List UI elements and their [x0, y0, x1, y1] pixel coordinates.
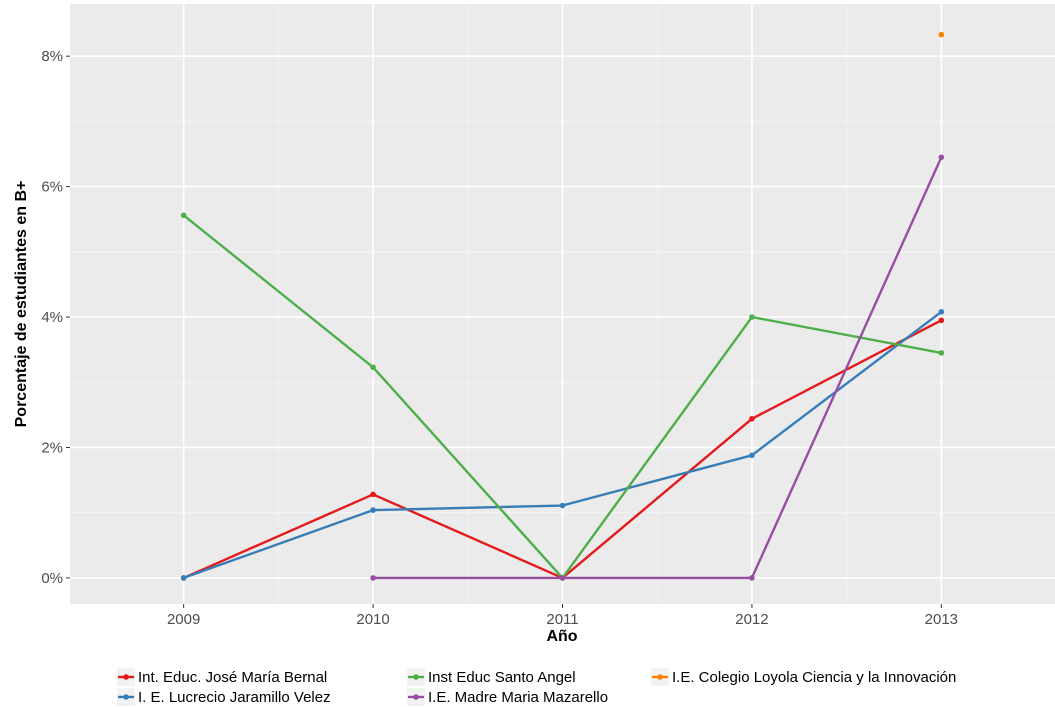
data-point — [370, 507, 376, 513]
data-point — [749, 415, 755, 422]
legend-item: I. E. Lucrecio Jaramillo Velez — [117, 688, 331, 706]
x-axis-title: Año — [546, 628, 577, 645]
legend-item: Inst Educ Santo Angel — [407, 668, 576, 686]
data-point — [938, 309, 945, 315]
legend-item: I.E. Colegio Loyola Ciencia y la Innovac… — [651, 668, 956, 686]
legend-key-point — [123, 674, 129, 680]
data-point — [180, 575, 187, 581]
legend-key-point — [657, 674, 663, 680]
data-point — [749, 452, 755, 459]
y-axis-title: Porcentaje de estudiantes en B+ — [13, 181, 30, 428]
legend-item: I.E. Madre Maria Mazarello — [407, 688, 608, 706]
major-gridlines — [70, 4, 1055, 604]
y-axis: 0% 2% 4% 6% 8% — [41, 48, 70, 587]
legend-key-point — [413, 694, 419, 700]
legend: Int. Educ. José María Bernal I. E. Lucrec… — [117, 668, 956, 706]
series-line — [371, 156, 943, 580]
data-point — [938, 317, 945, 324]
data-point — [938, 154, 945, 161]
legend-label: Int. Educ. José María Bernal — [138, 669, 327, 686]
legend-key-point — [123, 694, 129, 700]
series-group — [370, 154, 945, 581]
legend-label: I.E. Madre Maria Mazarello — [428, 689, 608, 706]
data-point — [370, 575, 376, 581]
legend-key-point — [413, 674, 419, 680]
x-tick-label: 2010 — [356, 611, 389, 628]
series-group — [938, 31, 945, 38]
data-point — [749, 314, 755, 320]
y-tick-label: 6% — [41, 179, 63, 196]
data-point — [938, 350, 945, 356]
x-axis: 2009 2010 2011 2012 2013 — [167, 604, 958, 628]
data-point — [559, 502, 566, 509]
data-point — [370, 491, 376, 498]
series-group — [180, 309, 945, 581]
legend-label: Inst Educ Santo Angel — [428, 669, 576, 686]
data-point — [370, 364, 376, 371]
data-point — [180, 212, 187, 219]
data-point — [749, 575, 755, 581]
series-layer — [180, 31, 945, 581]
data-point — [938, 31, 945, 38]
x-tick-label: 2013 — [925, 611, 958, 628]
x-tick-label: 2009 — [167, 611, 200, 628]
legend-label: I. E. Lucrecio Jaramillo Velez — [138, 689, 331, 706]
legend-label: I.E. Colegio Loyola Ciencia y la Innovac… — [672, 669, 956, 686]
y-tick-label: 4% — [41, 309, 63, 326]
data-point — [559, 575, 566, 581]
y-tick-label: 2% — [41, 439, 63, 456]
x-tick-label: 2012 — [735, 611, 768, 628]
legend-item: Int. Educ. José María Bernal — [117, 668, 327, 686]
y-tick-label: 0% — [41, 570, 63, 587]
y-tick-label: 8% — [41, 48, 63, 65]
x-tick-label: 2011 — [546, 611, 578, 628]
